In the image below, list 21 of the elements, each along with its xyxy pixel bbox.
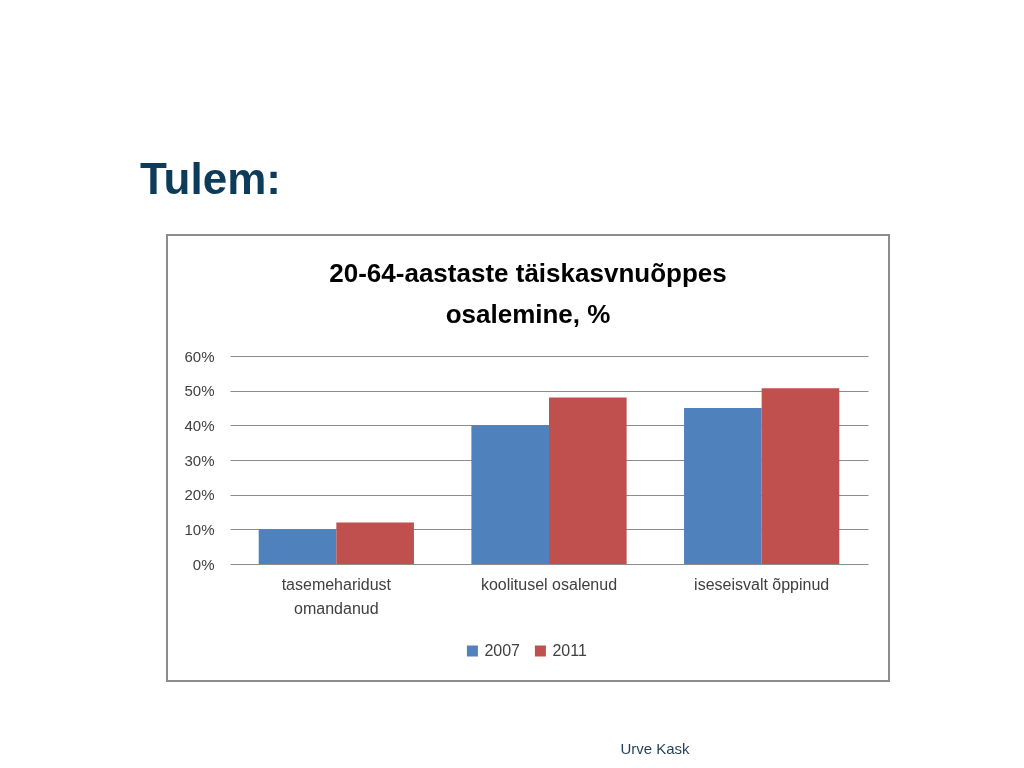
bar — [258, 529, 337, 564]
chart-subtitle: 20-64-aastaste täiskasvnuõppes osalemine, % — [329, 258, 727, 329]
x-tick-label: koolitusel osalenud — [480, 575, 618, 593]
y-tick-label: 0% — [192, 555, 215, 573]
y-tick-label: 30% — [184, 451, 215, 469]
y-tick-label: 40% — [184, 416, 215, 434]
x-tick-label: iseseisvalt õppinud — [694, 575, 830, 593]
y-tick-label: 50% — [184, 382, 215, 400]
bar — [684, 408, 762, 564]
y-tick-label: 60% — [184, 347, 215, 365]
y-tick-label: 20% — [184, 486, 215, 504]
bar — [336, 522, 414, 564]
bar — [549, 397, 627, 564]
bar — [471, 425, 549, 564]
text: Urve Kask — [620, 740, 691, 757]
y-tick-label: 10% — [184, 520, 215, 538]
chart-title: Tulem: — [140, 154, 281, 203]
bar — [761, 388, 840, 564]
legend-label: 2007 — [484, 642, 521, 659]
legend-label: 2011 — [552, 642, 587, 659]
x-tick-label: tasemeharidust omandanud — [281, 575, 392, 617]
